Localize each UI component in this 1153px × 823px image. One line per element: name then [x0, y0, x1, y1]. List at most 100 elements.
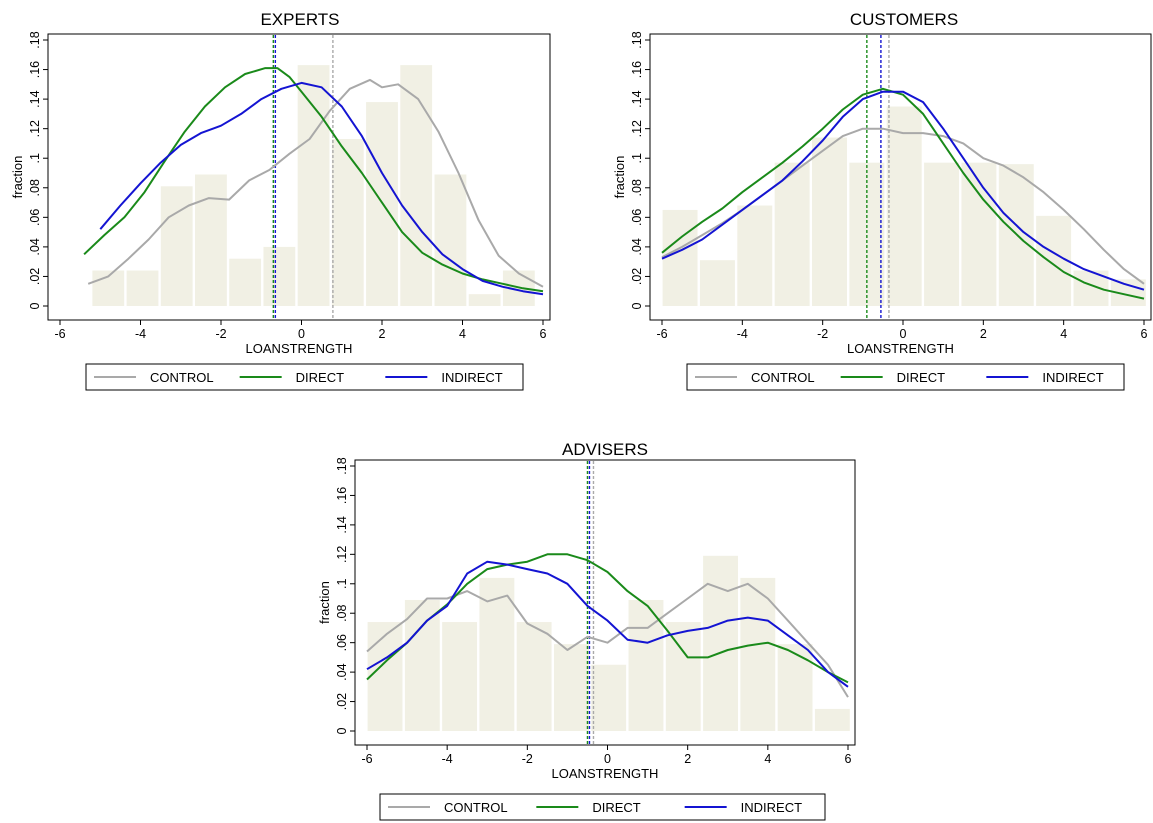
x-tick-label: 0: [298, 327, 305, 341]
x-tick-label: -4: [737, 327, 748, 341]
x-tick-label: -6: [361, 752, 372, 766]
y-tick-label: .02: [335, 693, 349, 710]
panel-advisers: -6 -4 -2 0 2 4 6 0 .02 .04 .06 .08 .1 .12 .14 .16 .18 ADV…: [317, 440, 856, 821]
y-tick-label: .04: [630, 238, 644, 255]
x-axis-label: LOANSTRENGTH: [246, 341, 353, 356]
x-tick-label: 6: [1141, 327, 1148, 341]
x-tick-label: -6: [656, 327, 667, 341]
x-tick-label: 2: [379, 327, 386, 341]
histogram-bar: [367, 622, 403, 731]
y-tick-label: 0: [630, 302, 644, 309]
x-axis-label: LOANSTRENGTH: [552, 766, 659, 781]
histogram-bar: [849, 162, 885, 306]
legend-label-indirect: INDIRECT: [741, 800, 802, 815]
series-line-indirect: [99, 81, 544, 296]
y-axis-label: fraction: [612, 156, 627, 199]
y-tick-label: .02: [28, 268, 42, 285]
y-tick-label: .08: [28, 179, 42, 196]
histogram-bar: [442, 622, 478, 731]
series-line-direct: [83, 67, 544, 293]
histogram-bar: [699, 260, 735, 306]
histogram-bar: [812, 137, 847, 306]
y-tick-label: .18: [630, 31, 644, 48]
histogram-bar: [229, 258, 262, 306]
legend-label-direct: DIRECT: [296, 370, 344, 385]
chart-title: EXPERTS: [260, 10, 339, 29]
x-tick-label: -2: [817, 327, 828, 341]
plot-frame: [47, 33, 551, 321]
x-tick-label: 2: [684, 752, 691, 766]
histogram-bar: [703, 555, 738, 731]
histogram-bar: [665, 622, 701, 731]
x-tick-label: -2: [215, 327, 226, 341]
y-tick-label: .02: [630, 268, 644, 285]
x-tick-label: -4: [135, 327, 146, 341]
series-line-direct: [661, 87, 1145, 300]
histogram-bar: [628, 599, 664, 731]
y-tick-label: 0: [28, 302, 42, 309]
y-tick-label: .16: [335, 487, 349, 504]
histogram-bar: [737, 205, 773, 306]
y-tick-label: .12: [335, 546, 349, 563]
x-tick-label: -6: [54, 327, 65, 341]
histogram-bar: [297, 65, 330, 306]
y-tick-label: .18: [335, 457, 349, 474]
y-tick-label: .1: [335, 579, 349, 589]
series-line-indirect: [366, 560, 849, 688]
y-tick-label: .14: [28, 90, 42, 107]
histogram-bar: [740, 577, 776, 731]
histogram-bar: [195, 174, 227, 306]
y-tick-label: .14: [630, 90, 644, 107]
y-tick-label: .06: [630, 209, 644, 226]
y-tick-label: .08: [630, 179, 644, 196]
panel-customers: -6 -4 -2 0 2 4 6 0 .02 .04 .06 .08 .1 .12 .14 .16 .18 CUS…: [612, 10, 1152, 391]
histogram-bar: [331, 139, 364, 306]
y-axis-label: fraction: [317, 581, 332, 624]
x-axis-label: LOANSTRENGTH: [847, 341, 954, 356]
y-tick-label: 0: [335, 727, 349, 734]
histogram-bar: [479, 577, 515, 731]
y-tick-label: .06: [28, 209, 42, 226]
histogram-bar: [774, 162, 810, 306]
histogram-bar: [126, 270, 159, 306]
y-tick-label: .1: [28, 153, 42, 163]
histogram-bar: [263, 246, 296, 306]
legend-box: [686, 363, 1125, 391]
legend-label-control: CONTROL: [751, 370, 815, 385]
histogram-bar: [434, 174, 467, 306]
y-tick-label: .08: [335, 604, 349, 621]
x-tick-label: 0: [604, 752, 611, 766]
plot-frame: [354, 459, 856, 746]
legend-label-control: CONTROL: [444, 800, 508, 815]
legend-label-indirect: INDIRECT: [1042, 370, 1103, 385]
legend-label-indirect: INDIRECT: [441, 370, 502, 385]
histogram-bar: [468, 294, 501, 306]
y-tick-label: .1: [630, 153, 644, 163]
y-tick-label: .12: [28, 120, 42, 137]
y-tick-label: .18: [28, 31, 42, 48]
chart-title: CUSTOMERS: [850, 10, 958, 29]
series-line-indirect: [661, 90, 1145, 291]
legend-label-direct: DIRECT: [592, 800, 640, 815]
x-tick-label: 4: [459, 327, 466, 341]
series-line-control: [366, 582, 849, 698]
histogram-bar: [591, 664, 627, 731]
x-tick-label: -2: [522, 752, 533, 766]
y-tick-label: .04: [28, 238, 42, 255]
x-tick-label: -4: [442, 752, 453, 766]
histogram-bar: [160, 186, 193, 306]
y-tick-label: .12: [630, 120, 644, 137]
histogram-bar: [777, 644, 813, 731]
legend-box: [85, 363, 524, 391]
chart-title: ADVISERS: [562, 440, 648, 459]
legend-box: [379, 793, 826, 821]
legend: CONTROL DIRECT INDIRECT: [379, 793, 826, 821]
y-tick-label: .04: [335, 663, 349, 680]
histogram-bar: [516, 622, 552, 731]
histogram-bar: [961, 162, 997, 306]
y-tick-label: .16: [28, 61, 42, 78]
x-tick-label: 0: [900, 327, 907, 341]
x-tick-label: 6: [540, 327, 547, 341]
legend: CONTROL DIRECT INDIRECT: [686, 363, 1125, 391]
histogram-bar: [400, 65, 433, 306]
